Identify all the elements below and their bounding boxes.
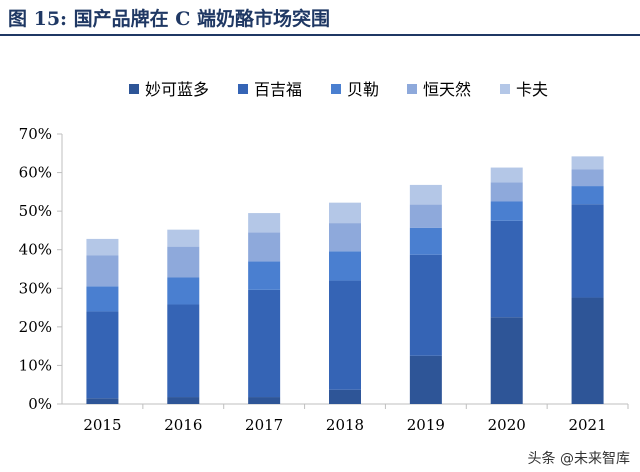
legend-swatch — [331, 84, 341, 94]
bar-segment — [167, 246, 200, 278]
figure-title: 图 15: 国产品牌在 C 端奶酪市场突围 — [8, 8, 331, 30]
legend-swatch — [500, 84, 510, 94]
legend-label: 贝勒 — [347, 80, 379, 99]
bar-segment — [409, 227, 442, 255]
y-tick-label: 0% — [28, 395, 52, 413]
y-tick-label: 30% — [19, 279, 52, 297]
y-tick-label: 50% — [19, 202, 52, 220]
y-tick-label: 70% — [19, 125, 52, 143]
bar-segment — [167, 229, 200, 247]
bar-segment — [409, 254, 442, 356]
bar-segment — [571, 186, 604, 205]
x-tick-label: 2017 — [245, 416, 283, 434]
bar-segment — [490, 182, 523, 202]
bar-segment — [248, 232, 281, 262]
bar-segment — [490, 317, 523, 404]
y-tick-label: 20% — [19, 318, 52, 336]
bar-segment — [248, 397, 281, 404]
legend-swatch — [238, 84, 248, 94]
bar-segment — [248, 261, 281, 290]
x-tick-label: 2020 — [488, 416, 526, 434]
legend-label: 卡夫 — [516, 80, 548, 99]
legend-swatch — [407, 84, 417, 94]
x-tick-label: 2021 — [568, 416, 606, 434]
bar-segment — [409, 184, 442, 205]
stacked-bar-chart: 0% 10% 20% 30% 40% 50% 60% 70% 2015 2016 2017 2018 2… — [19, 80, 629, 434]
bar-segment — [571, 169, 604, 187]
bar-segment — [329, 202, 361, 224]
bar-segment — [329, 280, 361, 390]
x-tick-label: 2016 — [164, 416, 202, 434]
watermark: 头条 @未来智库 — [527, 451, 630, 467]
legend-label: 妙可蓝多 — [145, 80, 209, 99]
bar-segment — [409, 204, 442, 228]
bar-segment — [490, 201, 523, 221]
bar-segment — [86, 398, 119, 404]
bar-segment — [329, 251, 361, 281]
bar-segment — [409, 355, 442, 404]
bar-segment — [571, 204, 604, 298]
bar-segment — [167, 304, 200, 398]
figure-header: 图 15: 国产品牌在 C 端奶酪市场突围 — [0, 0, 640, 36]
y-tick-label: 40% — [19, 241, 52, 259]
bar-segment — [248, 213, 281, 233]
bar-segment — [167, 397, 200, 404]
bar-segment — [571, 156, 604, 170]
x-tick-label: 2019 — [407, 416, 445, 434]
bar-segment — [86, 286, 119, 312]
bar-segment — [248, 289, 281, 398]
bar-segment — [86, 255, 119, 287]
bar-segment — [490, 167, 523, 183]
bar-segment — [167, 277, 200, 305]
bar-segment — [490, 220, 523, 318]
bar-segment — [329, 389, 361, 404]
y-tick-label: 60% — [19, 164, 52, 182]
legend-label: 百吉福 — [254, 80, 302, 99]
bar-segment — [329, 223, 361, 252]
title-divider — [0, 34, 640, 36]
legend-swatch — [129, 84, 139, 94]
legend-label: 恒天然 — [423, 80, 471, 99]
bar-segment — [571, 297, 604, 404]
x-tick-label: 2018 — [326, 416, 364, 434]
x-tick-label: 2015 — [83, 416, 121, 434]
bar-segment — [86, 311, 119, 399]
y-tick-label: 10% — [19, 356, 52, 374]
bar-segment — [86, 238, 119, 256]
